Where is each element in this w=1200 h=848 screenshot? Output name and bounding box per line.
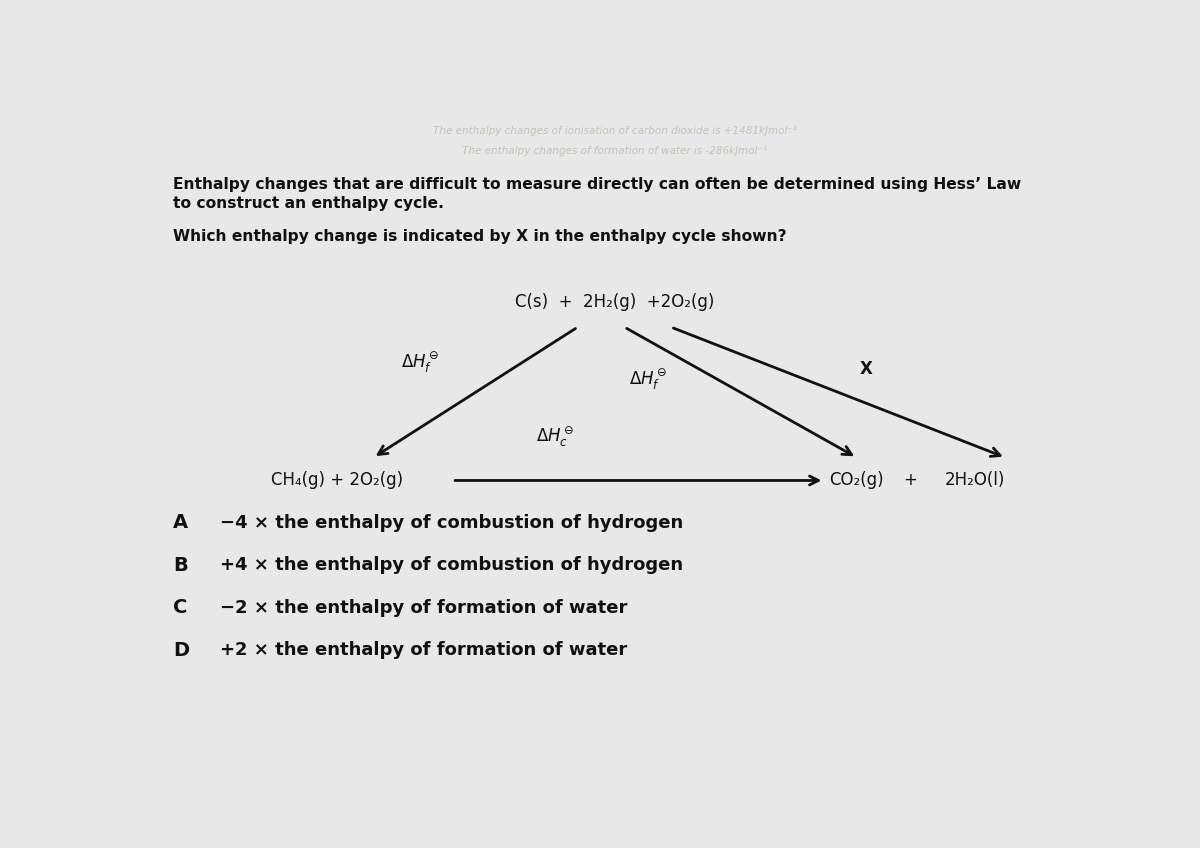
Text: −2 × the enthalpy of formation of water: −2 × the enthalpy of formation of water [220,599,628,616]
Text: X: X [859,360,872,378]
Text: The enthalpy changes of ionisation of carbon dioxide is +1481kJmol⁻¹: The enthalpy changes of ionisation of ca… [433,126,797,137]
Text: B: B [173,555,188,575]
Text: $\Delta H_f^\ominus$: $\Delta H_f^\ominus$ [629,367,666,392]
Text: The enthalpy changes of formation of water is -286kJmol⁻¹: The enthalpy changes of formation of wat… [462,146,768,156]
Text: Which enthalpy change is indicated by X in the enthalpy cycle shown?: Which enthalpy change is indicated by X … [173,229,787,244]
Text: +2 × the enthalpy of formation of water: +2 × the enthalpy of formation of water [220,641,628,659]
Text: D: D [173,641,190,660]
Text: $\Delta H_c^\ominus$: $\Delta H_c^\ominus$ [535,426,574,449]
Text: −4 × the enthalpy of combustion of hydrogen: −4 × the enthalpy of combustion of hydro… [220,514,683,532]
Text: CH₄(g) + 2O₂(g): CH₄(g) + 2O₂(g) [271,471,403,488]
Text: CO₂(g): CO₂(g) [829,471,883,488]
Text: to construct an enthalpy cycle.: to construct an enthalpy cycle. [173,197,444,211]
Text: 2H₂O(l): 2H₂O(l) [946,471,1006,488]
Text: Enthalpy changes that are difficult to measure directly can often be determined : Enthalpy changes that are difficult to m… [173,177,1021,192]
Text: C(s)  +  2H₂(g)  +2O₂(g): C(s) + 2H₂(g) +2O₂(g) [515,293,715,310]
Text: +4 × the enthalpy of combustion of hydrogen: +4 × the enthalpy of combustion of hydro… [220,556,683,574]
Text: A: A [173,513,188,533]
Text: C: C [173,599,187,617]
Text: +: + [904,471,917,488]
Text: $\Delta H_f^\ominus$: $\Delta H_f^\ominus$ [401,350,439,376]
